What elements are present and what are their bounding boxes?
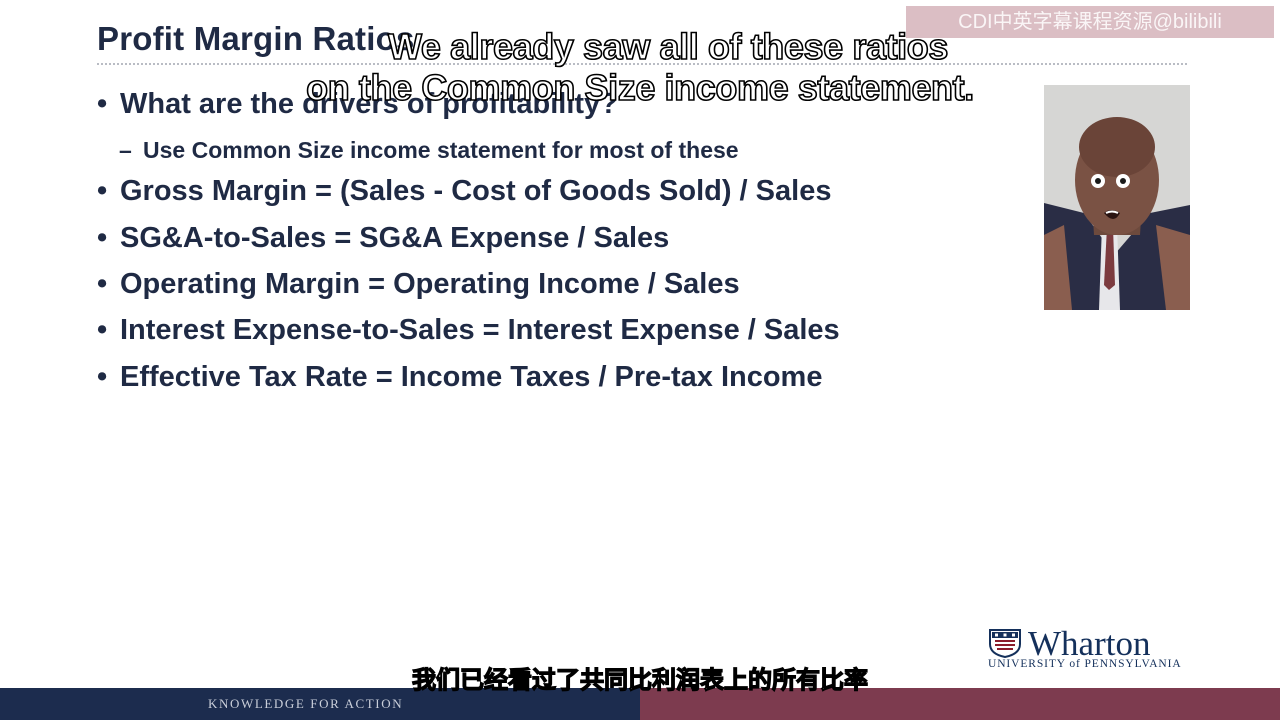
footer-tagline: KNOWLEDGE FOR ACTION xyxy=(208,696,404,711)
slide-title: Profit Margin Ratios xyxy=(97,20,415,57)
footer-bar-maroon xyxy=(640,688,1280,720)
bullet-text: Effective Tax Rate = Income Taxes / Pre-… xyxy=(120,361,823,393)
sub-bullet-dash: – xyxy=(119,137,132,163)
bullet-text: SG&A-to-Sales = SG&A Expense / Sales xyxy=(120,222,670,254)
english-subtitle-line-2: on the Common Size income statement. xyxy=(305,66,975,109)
wharton-wordmark: Wharton xyxy=(1028,624,1151,663)
presenter-illustration xyxy=(1044,85,1190,310)
sub-bullet-text: Use Common Size income statement for mos… xyxy=(143,137,739,163)
title-divider xyxy=(97,63,1187,65)
chinese-subtitle: 我们已经看过了共同比利润表上的所有比率 xyxy=(411,665,868,694)
wharton-subtitle: UNIVERSITY of PENNSYLVANIA xyxy=(988,658,1182,670)
bullet-dot: • xyxy=(97,88,108,120)
bullet-dot: • xyxy=(97,222,108,254)
bullet-text: Gross Margin = (Sales - Cost of Goods So… xyxy=(120,175,832,207)
video-watermark: CDI中英字幕课程资源@bilibili xyxy=(906,6,1274,38)
presenter-avatar-icon xyxy=(1044,85,1190,310)
english-subtitle-line-1: We already saw all of these ratios xyxy=(387,25,949,68)
bullet-text: What are the drivers of profitability? xyxy=(120,88,618,120)
bullet-dot: • xyxy=(97,175,108,207)
wharton-logo: Wharton UNIVERSITY of PENNSYLVANIA xyxy=(988,624,1193,672)
bullet-dot: • xyxy=(97,361,108,393)
bullet-dot: • xyxy=(97,268,108,300)
bullet-dot: • xyxy=(97,314,108,346)
bullet-text: Operating Margin = Operating Income / Sa… xyxy=(120,268,740,300)
footer-bar-navy: KNOWLEDGE FOR ACTION xyxy=(0,688,640,720)
bullet-text: Interest Expense-to-Sales = Interest Exp… xyxy=(120,314,840,346)
wharton-shield-icon xyxy=(989,629,1021,658)
